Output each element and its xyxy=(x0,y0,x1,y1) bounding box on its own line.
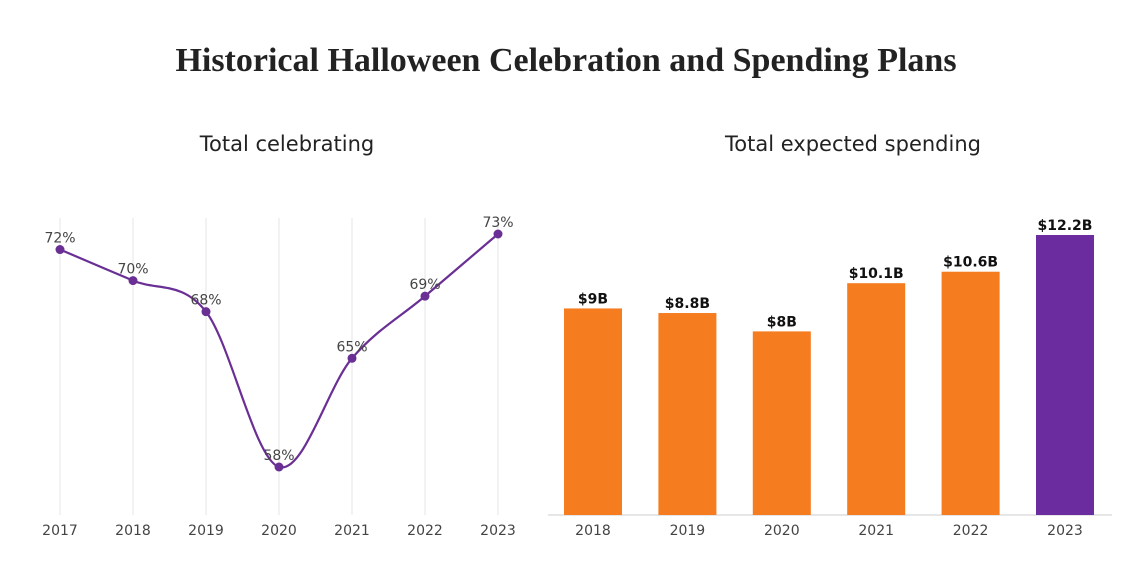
point xyxy=(201,307,211,317)
x-tick-label: 2023 xyxy=(480,523,516,539)
point xyxy=(347,353,357,363)
point xyxy=(274,462,284,472)
bar-label: $8.8B xyxy=(665,296,710,312)
point-label: 73% xyxy=(482,215,513,231)
bar-label: $10.1B xyxy=(849,266,904,282)
chart-title: Total expected spending xyxy=(724,132,981,156)
point-label: 65% xyxy=(336,339,367,355)
x-tick-label: 2022 xyxy=(953,523,989,539)
point-label: 58% xyxy=(263,448,294,464)
x-tick-label: 2021 xyxy=(334,523,370,539)
bar xyxy=(941,271,1000,515)
bar-label: $9B xyxy=(578,291,608,307)
x-tick-label: 2019 xyxy=(670,523,706,539)
point-label: 72% xyxy=(44,231,75,247)
x-tick-label: 2017 xyxy=(42,523,78,539)
point-label: 70% xyxy=(117,262,148,278)
bar-label: $8B xyxy=(767,314,797,330)
page-title: Historical Halloween Celebration and Spe… xyxy=(175,42,956,79)
x-tick-label: 2018 xyxy=(115,523,151,539)
x-tick-label: 2020 xyxy=(261,523,297,539)
x-tick-label: 2018 xyxy=(575,523,611,539)
x-tick-label: 2022 xyxy=(407,523,443,539)
point xyxy=(493,229,503,239)
point-label: 68% xyxy=(190,293,221,309)
x-tick-label: 2020 xyxy=(764,523,800,539)
bar xyxy=(564,308,622,515)
point-label: 69% xyxy=(409,277,440,293)
point xyxy=(55,245,65,255)
point xyxy=(128,276,138,286)
bar xyxy=(1036,235,1094,515)
bar-label: $10.6B xyxy=(943,255,998,271)
bar-label: $12.2B xyxy=(1038,218,1093,234)
point xyxy=(420,291,430,301)
bar xyxy=(752,331,811,515)
x-tick-label: 2019 xyxy=(188,523,224,539)
x-tick-label: 2023 xyxy=(1047,523,1083,539)
chart-title: Total celebrating xyxy=(199,132,374,156)
x-tick-label: 2021 xyxy=(858,523,894,539)
bar xyxy=(658,313,717,515)
bar xyxy=(847,283,906,515)
